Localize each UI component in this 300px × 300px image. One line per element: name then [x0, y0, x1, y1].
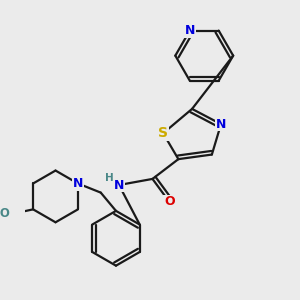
Text: N: N: [216, 118, 226, 130]
Text: HO: HO: [0, 207, 10, 220]
Text: S: S: [158, 126, 168, 140]
Text: N: N: [73, 177, 83, 190]
Text: N: N: [184, 24, 195, 37]
Text: H: H: [105, 173, 114, 183]
Text: O: O: [164, 195, 175, 208]
Text: N: N: [114, 178, 124, 191]
